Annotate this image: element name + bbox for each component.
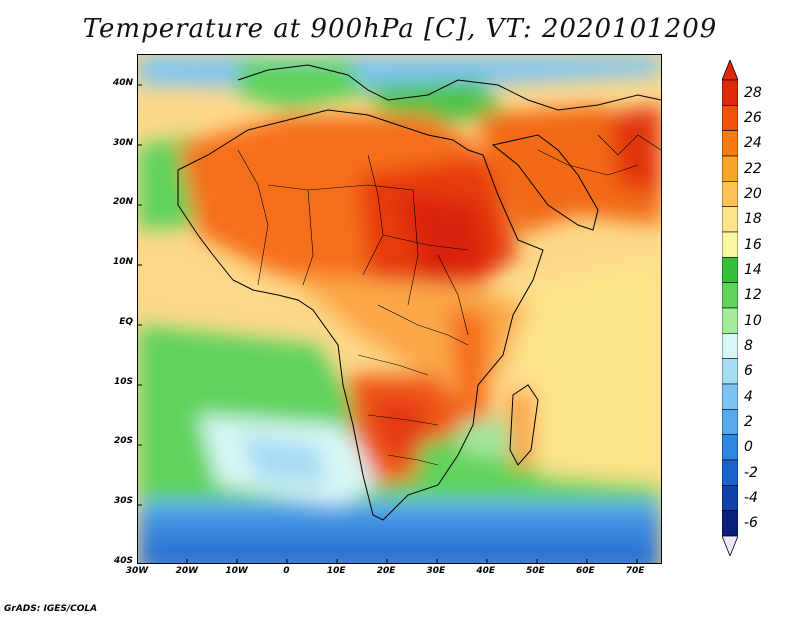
colorbar-top-triangle [722,60,738,81]
coastlines [177,64,661,521]
lon-tick-label: 30E [426,566,446,576]
colorbar-label: 4 [744,388,753,405]
lon-tick-label: 10W [225,566,248,576]
colorbar-segment [722,206,738,233]
colorbar-label: 12 [744,287,762,304]
colorbar-segment [722,79,738,106]
lon-tick-label: 30W [125,566,149,576]
colorbar-label: 24 [744,135,762,152]
colorbar-label: 20 [744,186,762,202]
colorbar-label: 28 [744,84,762,101]
colorbar-label: 14 [744,262,762,278]
colorbar-segment [722,231,738,258]
colorbar-label: 2 [744,414,753,430]
colorbar-segment [722,510,738,537]
colorbar-segment [722,181,738,207]
colorbar [722,60,738,556]
lon-tick-label: 0 [283,566,290,576]
colorbar-label: 26 [744,110,762,126]
colorbar-label: 0 [744,439,753,456]
lat-tick-label: 40N [112,77,133,88]
lat-tick-label: EQ [119,316,133,327]
colorbar-segment [722,155,738,182]
colorbar-segment [722,307,738,334]
colorbar-segment [722,105,738,131]
colorbar-segment [722,383,738,410]
lat-tick-label: 30S [113,496,133,507]
colorbar-label: 8 [744,338,753,354]
country-borders [237,134,661,466]
colorbar-segment [722,358,738,385]
lat-tick-label: 10S [113,376,133,387]
temperature-field [138,55,661,563]
lon-tick-label: 70E [625,566,645,576]
colorbar-label: -2 [744,464,758,481]
colorbar-label: 10 [744,312,762,329]
credit-text: GrADS: IGES/COLA [4,604,98,614]
lon-tick-label: 20W [175,566,199,576]
lon-tick-label: 50E [526,566,545,576]
lon-tick-label: 10E [326,566,346,576]
lat-tick-label: 20S [113,436,133,447]
colorbar-label: 6 [744,363,753,380]
lat-tick-label: 30N [112,137,133,148]
colorbar-segment [722,434,738,461]
lon-tick-label: 40E [476,566,495,576]
colorbar-label: 16 [744,236,762,253]
colorbar-segment [722,485,738,511]
colorbar-segment [722,257,738,283]
colorbar-segment [722,459,738,486]
temperature-map [137,54,662,564]
colorbar-segment [722,282,738,309]
lon-tick-label: 20E [376,566,396,576]
colorbar-segment [722,333,738,359]
lat-tick-label: 10N [112,257,133,268]
lat-tick-label: 20N [112,197,133,208]
colorbar-label: 18 [744,211,762,228]
colorbar-bottom-triangle [722,535,738,556]
lon-tick-label: 60E [575,566,595,576]
colorbar-label: -6 [744,515,758,532]
colorbar-label: 22 [744,160,762,177]
colorbar-segment [722,409,738,435]
map-ticks [138,84,638,563]
colorbar-segment [722,130,738,157]
chart-title: Temperature at 900hPa [C], VT: 202010120… [82,14,718,44]
lat-tick-label: 40S [113,556,133,566]
colorbar-label: -4 [744,490,758,506]
